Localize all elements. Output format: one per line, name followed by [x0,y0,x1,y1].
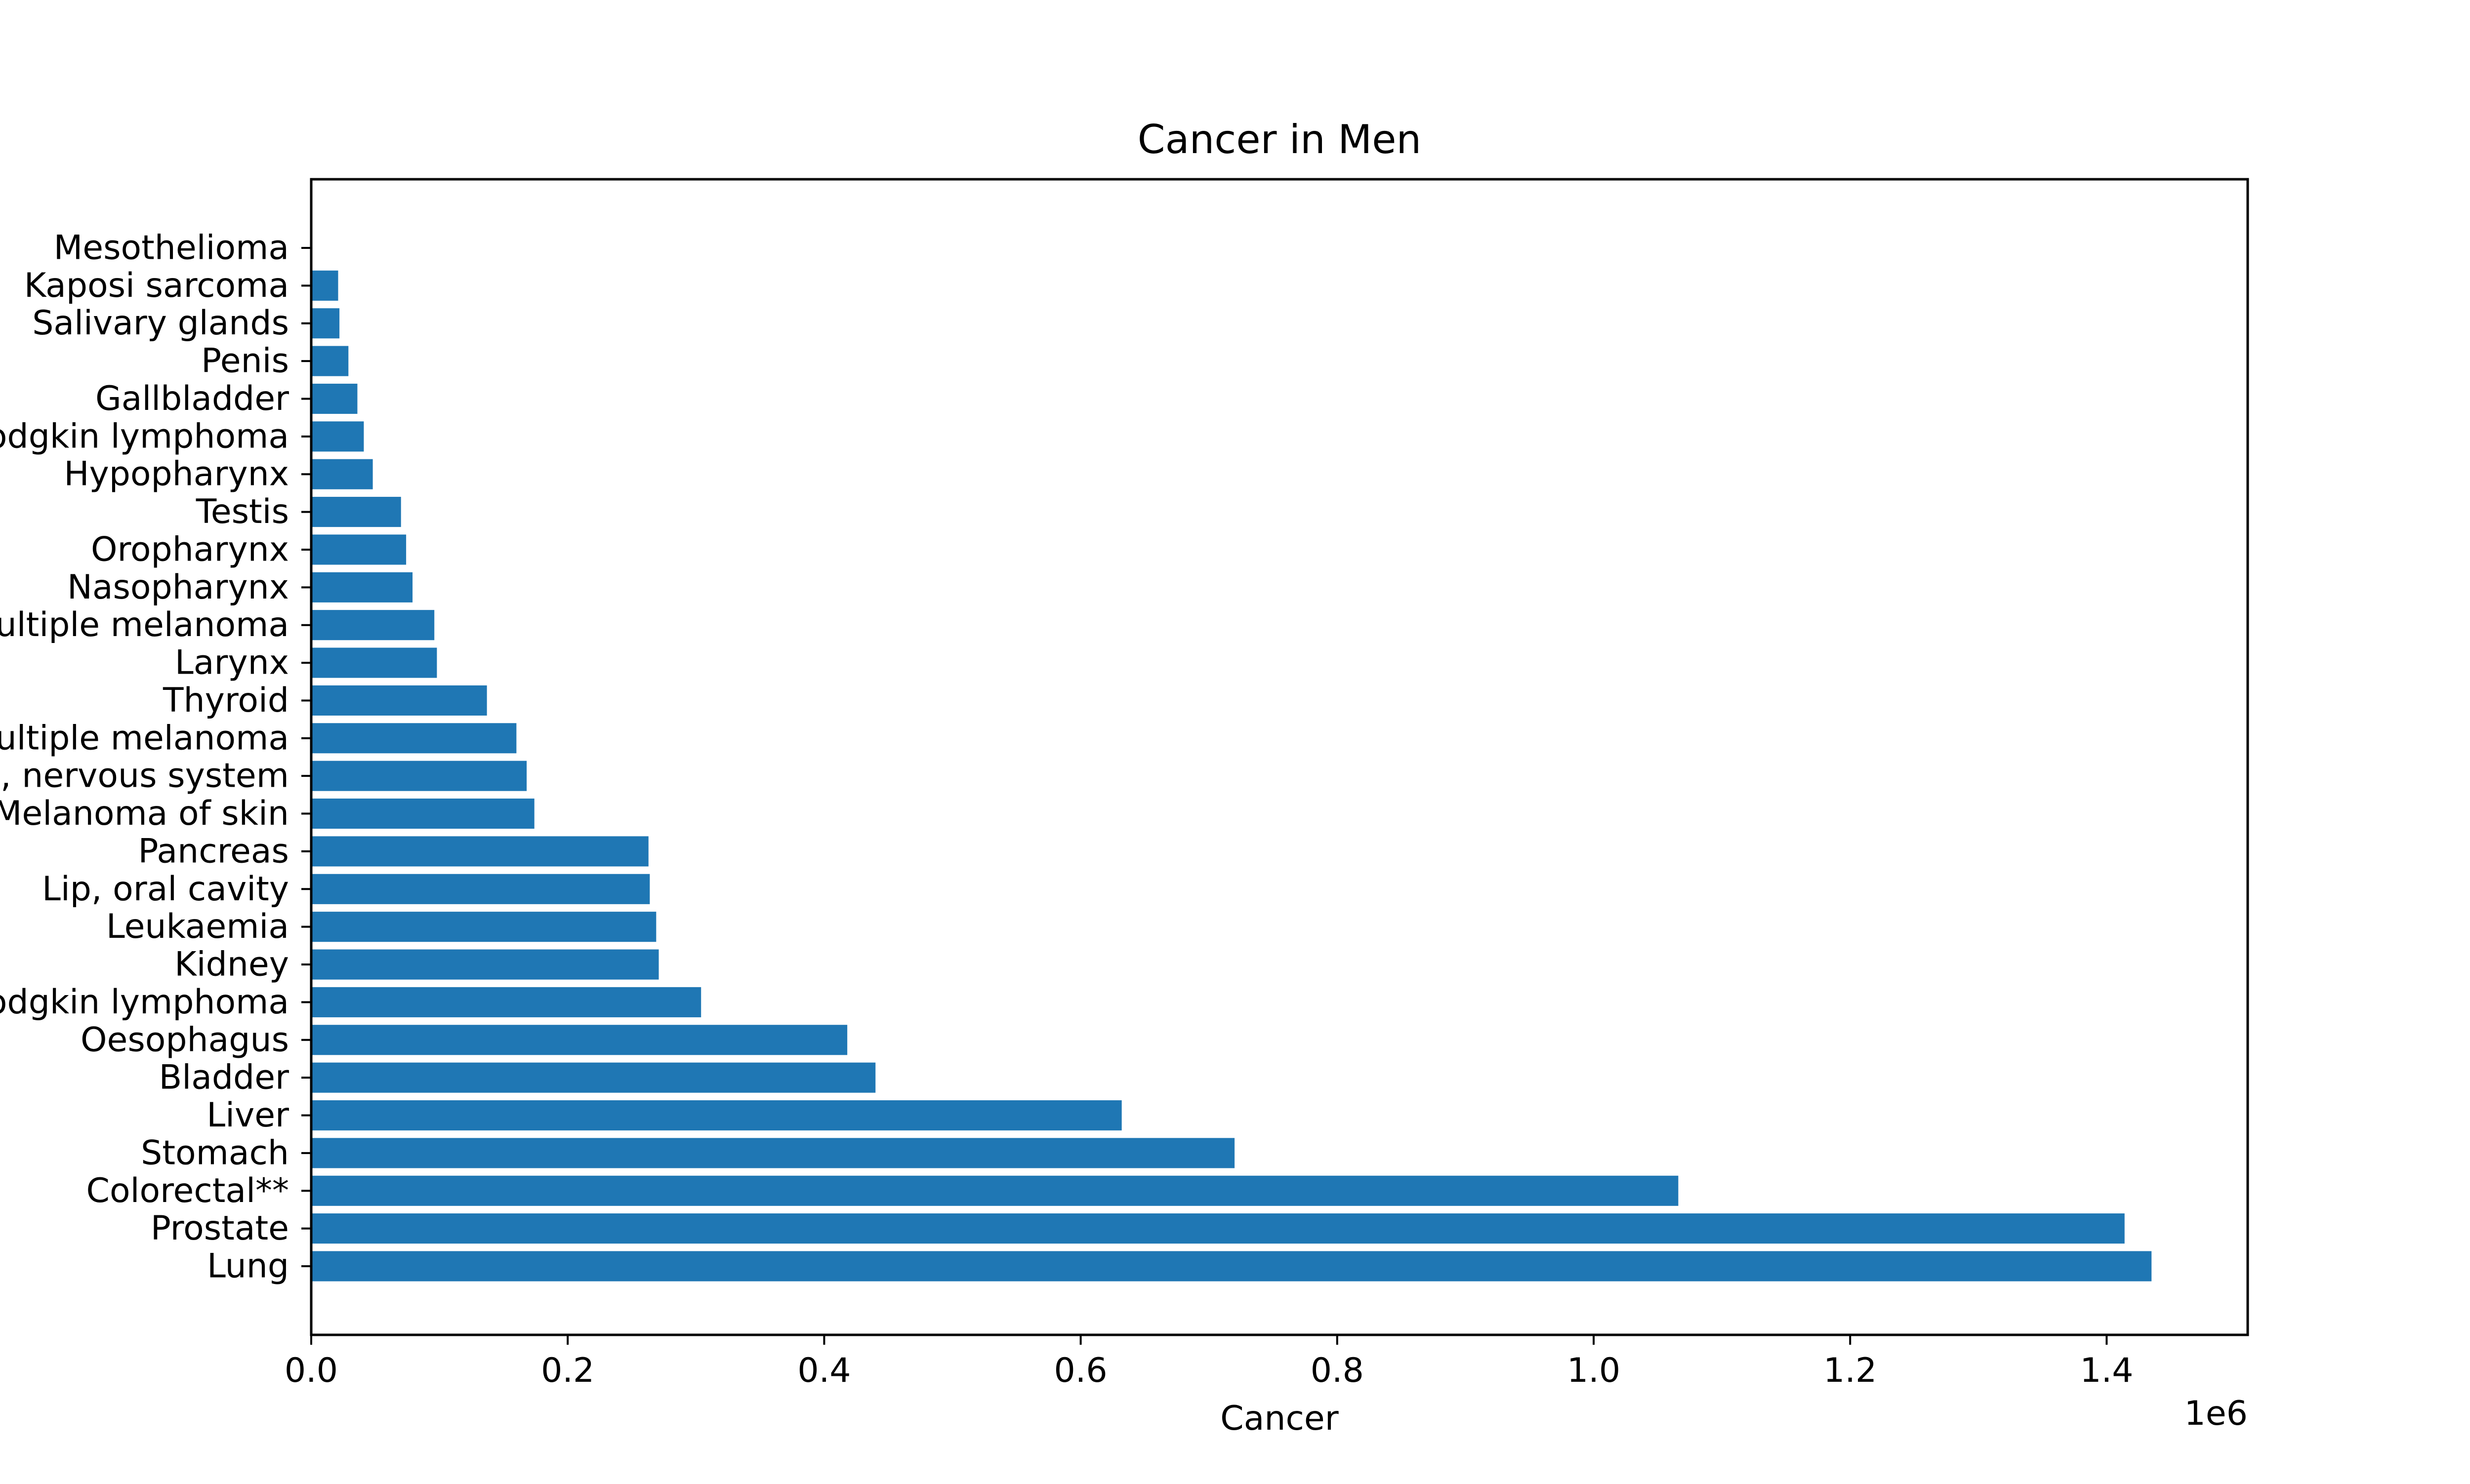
y-tick-label: Penis [201,342,289,381]
y-tick-label: Mesothelioma [54,229,289,268]
y-tick-label: Kaposi sarcoma [24,266,289,305]
bar [311,1138,1235,1168]
bar [311,308,340,339]
bar [311,459,373,489]
y-tick-label: Colorectal** [86,1171,289,1210]
x-tick-label: 0.8 [1311,1351,1364,1390]
bar [311,949,659,980]
x-axis-offset-label: 1e6 [2184,1394,2248,1433]
y-tick-label: Kidney [174,945,289,984]
bar [311,534,407,565]
x-tick-label: 1.0 [1567,1351,1620,1390]
x-tick-label: 0.2 [541,1351,594,1390]
bar [311,572,413,602]
bar [311,987,701,1017]
y-tick-label: Brain, nervous system [0,757,289,796]
y-tick-label: Oropharynx [91,530,289,569]
bar [311,497,401,527]
bars-group [311,270,2152,1282]
y-tick-label: Pancreas [138,832,289,871]
y-tick-label: Salivary glands [32,304,289,343]
bar [311,1213,2125,1244]
y-tick-label: Melanoma of skin [0,794,289,833]
y-tick-label: Nasopharynx [67,568,289,607]
y-tick-label: Gallbladder [95,379,289,418]
bar [311,685,487,716]
bar [311,421,364,452]
bar [311,799,535,829]
x-tick-label: 0.6 [1054,1351,1108,1390]
y-tick-label: Multiple melanoma [0,605,289,644]
y-tick-label: Lip, oral cavity [42,870,289,909]
bar [311,723,517,754]
bar [311,912,657,942]
bar [311,346,349,376]
y-tick-label: Thyroid [163,681,289,720]
y-tick-label: Stomach [141,1133,289,1172]
bar [311,874,650,904]
x-axis-label: Cancer [1220,1399,1338,1438]
y-axis-ticks: LungProstateColorectal**StomachLiverBlad… [0,229,311,1286]
x-axis-ticks: 0.0 0.2 0.4 0.6 0.8 1.0 1.2 1.4 [285,1335,2134,1390]
x-tick-label: 0.4 [797,1351,851,1390]
bar [311,1062,876,1093]
y-tick-label: Hypopharynx [64,455,289,494]
bar [311,1175,1679,1206]
bar [311,1025,848,1055]
bar [311,610,435,641]
chart-title: Cancer in Men [1138,117,1421,162]
bar [311,761,527,791]
plot-frame [310,178,2249,1336]
y-tick-label: Liver [206,1096,289,1135]
bar [311,836,649,867]
x-tick-label: 1.2 [1823,1351,1877,1390]
y-tick-label: Larynx [175,643,289,682]
y-tick-label: Hodgkin lymphoma [0,417,289,456]
y-tick-label: Multiple melanoma [0,719,289,758]
bar [311,383,358,414]
y-tick-label: Non-Hodgkin lymphoma [0,983,289,1022]
y-tick-label: Leukaemia [106,907,289,946]
x-tick-label: 0.0 [285,1351,338,1390]
x-tick-label: 1.4 [2080,1351,2133,1390]
bar [311,1251,2152,1282]
y-tick-label: Prostate [151,1209,289,1248]
y-tick-label: Oesophagus [81,1020,289,1059]
bar [311,1100,1122,1131]
y-tick-label: Bladder [159,1058,289,1097]
y-tick-label: Lung [207,1247,289,1286]
y-tick-label: Testis [196,492,289,531]
bar [311,270,338,301]
bar [311,647,437,678]
